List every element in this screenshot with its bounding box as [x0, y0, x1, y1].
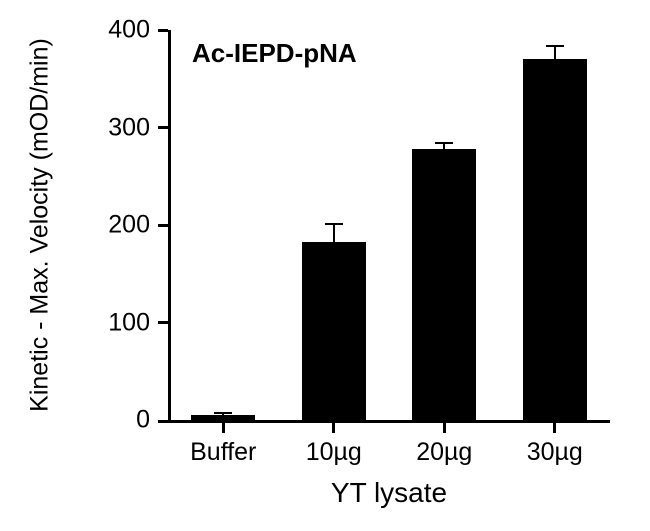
y-tick-label: 200 — [0, 211, 150, 240]
y-axis-label: Kinetic - Max. Velocity (mOD/min) — [26, 38, 55, 412]
y-axis-line — [168, 30, 171, 423]
x-tick — [222, 423, 225, 433]
y-tick-label: 400 — [0, 16, 150, 45]
bar — [412, 149, 476, 420]
x-tick — [553, 423, 556, 433]
y-tick — [158, 321, 168, 324]
bar — [523, 59, 587, 420]
x-tick — [332, 423, 335, 433]
x-tick-label: 20µg — [416, 438, 472, 467]
y-tick-label: 0 — [0, 406, 150, 435]
chart-title: Ac-IEPD-pNA — [192, 38, 357, 69]
error-bar-line — [554, 46, 556, 60]
x-tick — [443, 423, 446, 433]
bar-chart: 0 100 200 300 400 Buffer 10µg 20µg 30µg Ac-IEPD-p… — [0, 0, 650, 531]
y-tick-label: 100 — [0, 308, 150, 337]
x-tick-label: 10µg — [306, 438, 362, 467]
error-bar-line — [333, 224, 335, 242]
y-tick — [158, 420, 168, 423]
x-tick-label: 30µg — [527, 438, 583, 467]
error-bar-cap — [435, 142, 453, 144]
x-axis-label: YT lysate — [331, 477, 447, 509]
error-bar-cap — [325, 223, 343, 225]
error-bar-cap — [214, 412, 232, 414]
y-tick — [158, 224, 168, 227]
bar — [191, 415, 255, 420]
bar — [302, 242, 366, 420]
error-bar-cap — [546, 45, 564, 47]
x-axis-line — [168, 420, 610, 423]
y-tick — [158, 126, 168, 129]
x-tick-label: Buffer — [190, 438, 256, 467]
y-tick — [158, 29, 168, 32]
y-tick-label: 300 — [0, 113, 150, 142]
